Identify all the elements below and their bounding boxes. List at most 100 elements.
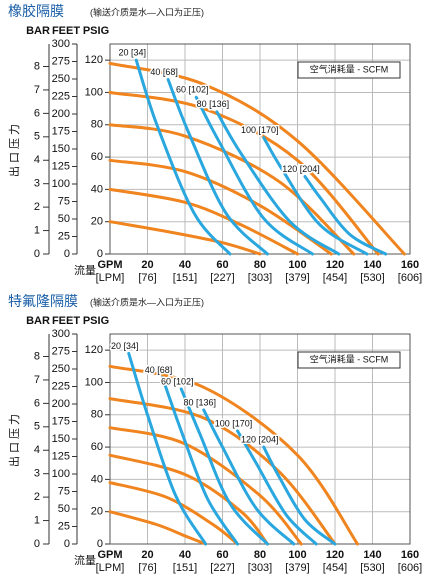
curve (215, 110, 341, 256)
x2-tick-label: [530] (360, 272, 384, 284)
y-tick-label: 120 (85, 54, 103, 66)
y-tick-label: 175 (52, 415, 70, 427)
curve (108, 90, 380, 256)
x-tick-label: 100 (288, 259, 306, 271)
x2-tick-label: [151] (173, 272, 197, 284)
axis-header: PSIG (83, 25, 109, 37)
y-tick-label: 300 (52, 328, 70, 340)
y-tick-label: 275 (52, 345, 70, 357)
series-label: 80 [136] (197, 99, 230, 109)
curve (202, 408, 296, 546)
y-tick-label: 100 (52, 468, 70, 480)
y-tick-label: 0 (34, 538, 40, 550)
curve (108, 510, 208, 546)
legend-title: 空气消耗量 - SCFM (310, 353, 389, 364)
x-axis-label: 流量 (74, 553, 96, 567)
x-axis-label: 流量 (74, 263, 96, 277)
x2-tick-label: [303] (248, 272, 272, 284)
y-tick-label: 175 (52, 125, 70, 137)
y-tick-label: 4 (34, 154, 40, 166)
y-tick-label: 0 (97, 248, 103, 260)
x2-tick-label: [606] (398, 272, 422, 284)
x-tick-label: 80 (254, 549, 266, 561)
x-unit: GPM (97, 259, 122, 271)
x2-tick-label: [454] (323, 272, 347, 284)
curve (108, 187, 299, 256)
y-tick-label: 0 (97, 538, 103, 550)
series-label: 60 [102] (176, 85, 209, 95)
x-tick-label: 60 (216, 549, 228, 561)
y-tick-label: 40 (91, 473, 103, 485)
y-tick-label: 60 (91, 151, 103, 163)
y-tick-label: 250 (52, 73, 70, 85)
x-tick-label: 20 (141, 259, 153, 271)
axis-header: PSIG (83, 315, 109, 327)
y-tick-label: 200 (52, 398, 70, 410)
y-tick-label: 120 (85, 344, 103, 356)
y-tick-label: 2 (34, 491, 40, 503)
y-tick-label: 20 (91, 216, 103, 228)
x-tick-label: 60 (216, 259, 228, 271)
y-tick-label: 150 (52, 433, 70, 445)
axis-header: FEET (52, 25, 80, 37)
curve (134, 58, 232, 256)
chart-title: 特氟隆隔膜 (8, 294, 78, 310)
y-tick-label: 0 (34, 248, 40, 260)
chart-title: 橡胶隔膜 (8, 3, 64, 20)
x-tick-label: 120 (326, 259, 344, 271)
curve (108, 481, 239, 546)
curve (108, 364, 359, 546)
series-label: 80 [136] (183, 397, 216, 407)
y-tick-label: 125 (52, 450, 70, 462)
plot-border (109, 333, 411, 545)
y-tick-label: 100 (85, 376, 103, 388)
y-tick-label: 20 (91, 506, 103, 518)
legend-title: 空气消耗量 - SCFM (310, 63, 389, 74)
y-tick-label: 5 (34, 131, 40, 143)
x2-tick-label: [454] (323, 562, 347, 574)
series-label: 100 [170] (241, 125, 279, 135)
x2-tick-label: [379] (285, 272, 309, 284)
y-axis-label: 出口压力 (7, 121, 21, 177)
axis-header: BAR (26, 25, 50, 37)
y-tick-label: 125 (52, 160, 70, 172)
y-axis-label: 出口压力 (7, 411, 21, 467)
y-tick-label: 6 (34, 107, 40, 119)
y-tick-label: 75 (58, 485, 70, 497)
x-tick-label: 80 (254, 259, 266, 271)
curve (108, 123, 356, 256)
y-tick-label: 7 (34, 84, 40, 96)
y-tick-label: 8 (34, 350, 40, 362)
y-tick-label: 150 (52, 143, 70, 155)
curve (303, 174, 388, 256)
curve (127, 351, 208, 546)
x2-tick-label: [303] (248, 562, 272, 574)
y-tick-label: 225 (52, 380, 70, 392)
y-tick-label: 225 (52, 90, 70, 102)
curve (236, 429, 318, 546)
y-tick-label: 60 (91, 441, 103, 453)
curve (108, 220, 262, 256)
y-tick-label: 7 (34, 374, 40, 386)
y-tick-label: 8 (34, 60, 40, 72)
y-tick-label: 0 (64, 248, 70, 260)
legend-box (297, 61, 401, 79)
y-tick-label: 0 (64, 538, 70, 550)
x2-tick-label: [379] (285, 562, 309, 574)
legend-box (297, 351, 401, 369)
x2-tick-label: [151] (173, 562, 197, 574)
x2-tick-label: [606] (398, 562, 422, 574)
series-label: 20 [34] (118, 48, 146, 58)
y-tick-label: 80 (91, 409, 103, 421)
x-tick-label: 100 (288, 549, 306, 561)
x2-tick-label: [530] (360, 562, 384, 574)
curve (179, 387, 269, 546)
series-label: 120 [204] (241, 434, 279, 444)
x2-tick-label: [227] (210, 562, 234, 574)
x-tick-label: 160 (401, 259, 419, 271)
y-tick-label: 2 (34, 201, 40, 213)
x-tick-label: 40 (179, 549, 191, 561)
curve (108, 453, 269, 546)
curve (108, 61, 406, 256)
series-label: 60 [102] (161, 376, 194, 386)
